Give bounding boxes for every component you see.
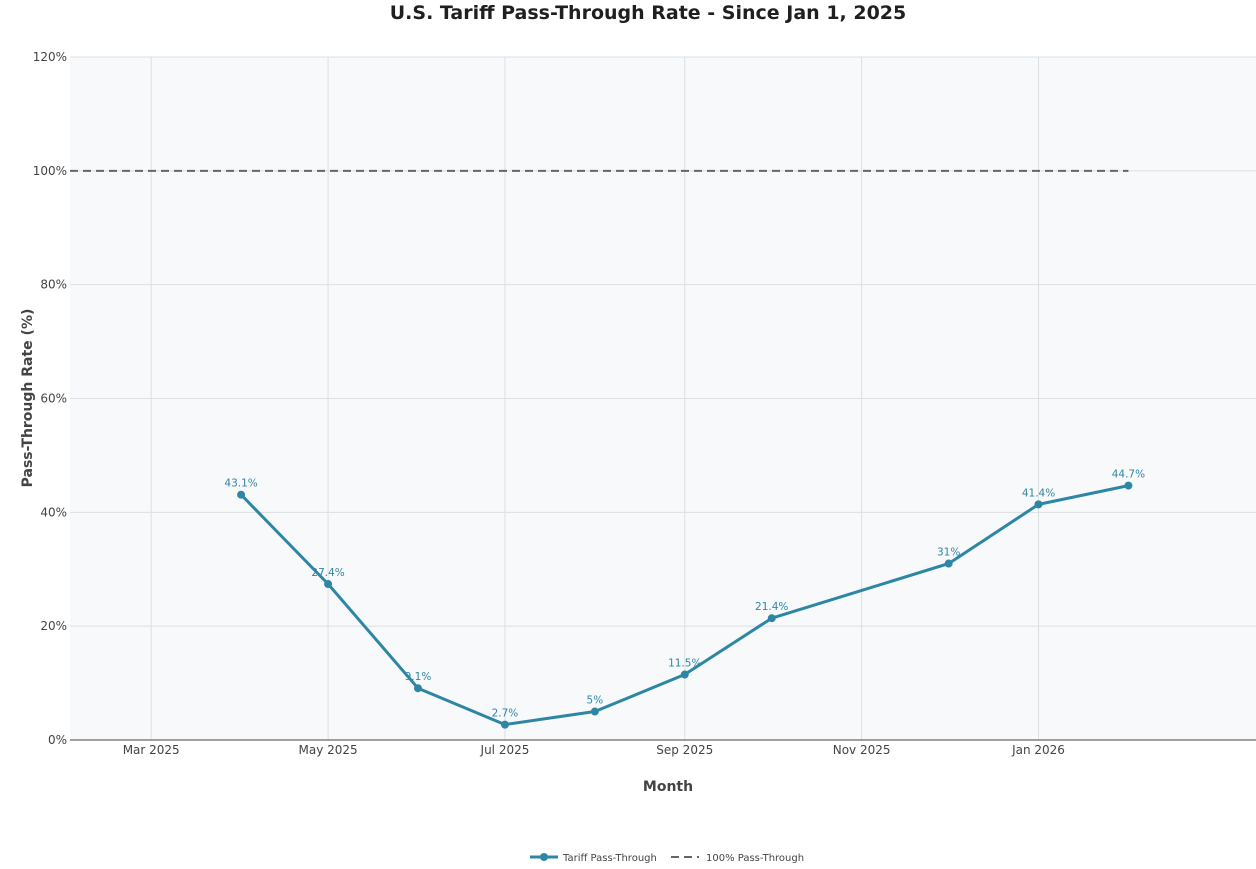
series-layer: 43.1% 27.4% 9.1% 2.7% 5% 11.5% 21.4% 31% 41.4% 44… — [70, 169, 1145, 729]
data-label: 9.1% — [405, 671, 432, 683]
y-tick-label: 20% — [40, 619, 67, 633]
legend-label: 100% Pass-Through — [706, 853, 804, 864]
y-tick-label: 120% — [33, 50, 67, 64]
x-tick-label: Sep 2025 — [656, 743, 713, 757]
data-label: 5% — [587, 695, 604, 707]
y-tick-label: 60% — [40, 392, 67, 406]
legend-swatch-marker — [540, 853, 548, 861]
data-point — [1034, 500, 1043, 509]
data-point — [1124, 481, 1133, 490]
x-axis-title: Month — [643, 779, 693, 795]
x-tick-label: Jan 2026 — [1011, 743, 1065, 757]
legend-label: Tariff Pass-Through — [562, 853, 657, 864]
y-tick-label: 40% — [40, 505, 67, 519]
data-point — [767, 614, 776, 623]
series-line-tariff-pass-through — [240, 484, 1129, 727]
data-point — [944, 559, 953, 568]
data-label: 31% — [937, 547, 960, 559]
data-point — [500, 720, 509, 729]
data-label: 21.4% — [755, 601, 788, 613]
data-point — [237, 490, 246, 499]
x-tick-label: Jul 2025 — [480, 743, 530, 757]
chart-title: U.S. Tariff Pass-Through Rate - Since Ja… — [390, 2, 907, 24]
data-label: 43.1% — [224, 478, 257, 490]
data-label: 41.4% — [1022, 487, 1055, 499]
x-tick-label: Mar 2025 — [123, 743, 180, 757]
data-label: 11.5% — [668, 658, 701, 670]
data-point — [590, 707, 599, 716]
legend-item-tariff-pass-through[interactable]: Tariff Pass-Through — [530, 853, 657, 864]
data-point — [324, 580, 333, 589]
x-axis-ticks: Mar 2025 May 2025 Jul 2025 Sep 2025 Nov 2025… — [123, 743, 1065, 757]
data-point — [413, 684, 422, 693]
y-axis-ticks: 0% 20% 40% 60% 80% 100% 120% — [33, 50, 67, 747]
legend-item-100-pass-through[interactable]: 100% Pass-Through — [671, 853, 804, 864]
data-label: 44.7% — [1112, 469, 1145, 481]
data-label: 27.4% — [311, 567, 344, 579]
y-tick-label: 80% — [40, 278, 67, 292]
y-axis-title: Pass-Through Rate (%) — [20, 309, 36, 488]
data-point — [680, 670, 689, 679]
y-tick-label: 0% — [48, 733, 67, 747]
x-tick-label: Nov 2025 — [833, 743, 891, 757]
y-tick-label: 100% — [33, 164, 67, 178]
x-tick-label: May 2025 — [298, 743, 357, 757]
data-label: 2.7% — [492, 708, 519, 720]
legend: Tariff Pass-Through 100% Pass-Through — [530, 853, 804, 864]
